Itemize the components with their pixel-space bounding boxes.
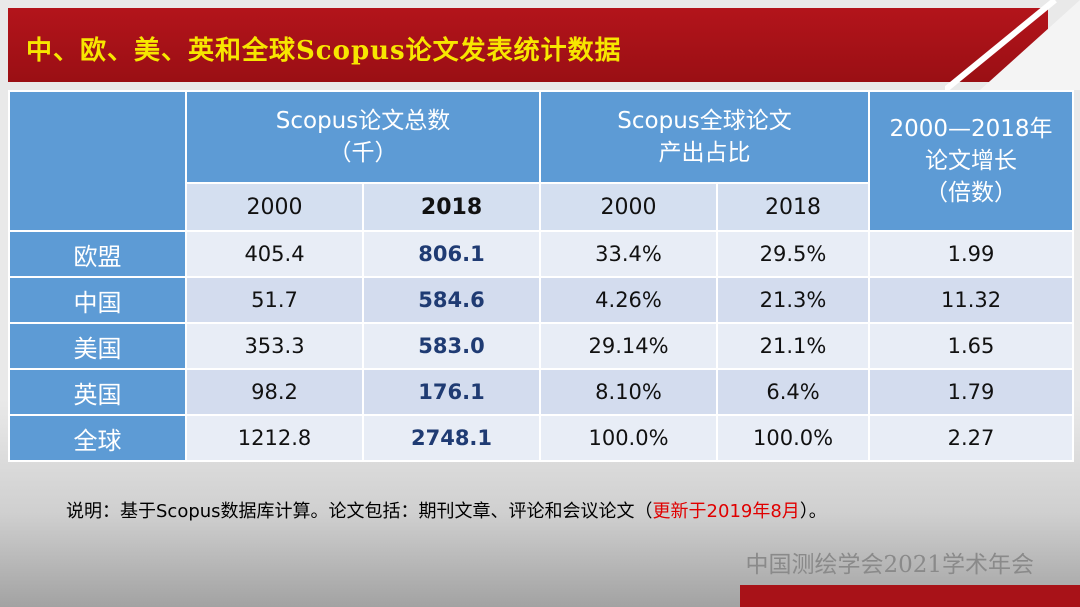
growth-cell: 2.27 xyxy=(868,414,1075,462)
header-paper-count: Scopus论文总数 （千） xyxy=(184,90,542,184)
share-2000-cell: 8.10% xyxy=(539,368,719,416)
region-label: 全球 xyxy=(8,414,187,462)
count-2018-cell: 806.1 xyxy=(361,230,542,278)
header-global-share-line1: Scopus全球论文 xyxy=(617,108,792,134)
page-title: 中、欧、美、英和全球Scopus论文发表统计数据 xyxy=(26,36,622,66)
table-row: 欧盟 405.4 806.1 33.4% 29.5% 1.99 xyxy=(8,230,1075,278)
header-paper-count-line2: （千） xyxy=(328,140,398,166)
corner-header-cell xyxy=(8,90,187,232)
region-label: 英国 xyxy=(8,368,187,416)
share-2018-cell: 6.4% xyxy=(716,368,871,416)
year-header: 2018 xyxy=(361,182,542,232)
header-global-share-line2: 产出占比 xyxy=(658,140,751,166)
share-2018-cell: 29.5% xyxy=(716,230,871,278)
share-2018-cell: 21.3% xyxy=(716,276,871,324)
count-2000-cell: 405.4 xyxy=(185,230,364,278)
count-2018-cell: 583.0 xyxy=(361,322,542,370)
share-2000-cell: 29.14% xyxy=(539,322,719,370)
header-growth: 2000—2018年 论文增长 （倍数） xyxy=(868,90,1075,232)
share-2000-cell: 4.26% xyxy=(539,276,719,324)
share-2000-cell: 33.4% xyxy=(539,230,719,278)
count-2000-cell: 51.7 xyxy=(185,276,364,324)
header-paper-count-line1: Scopus论文总数 xyxy=(275,108,451,134)
note-suffix: ）。 xyxy=(799,501,827,522)
growth-cell: 11.32 xyxy=(868,276,1075,324)
count-2000-cell: 1212.8 xyxy=(185,414,364,462)
region-label: 美国 xyxy=(8,322,187,370)
growth-cell: 1.65 xyxy=(868,322,1075,370)
header-growth-line1: 2000—2018年 xyxy=(889,116,1053,142)
year-header: 2000 xyxy=(185,182,364,232)
region-label: 中国 xyxy=(8,276,187,324)
corner-decoration xyxy=(943,0,1080,93)
table-row: 全球 1212.8 2748.1 100.0% 100.0% 2.27 xyxy=(8,414,1075,462)
count-2018-cell: 176.1 xyxy=(361,368,542,416)
conference-footer: 中国测绘学会2021学术年会 xyxy=(745,552,1034,578)
year-header: 2000 xyxy=(539,182,719,232)
note-update-date: 更新于2019年8月 xyxy=(652,501,800,522)
bottom-accent-bar xyxy=(740,585,1080,607)
table-note: 说明：基于Scopus数据库计算。论文包括：期刊文章、评论和会议论文（更新于20… xyxy=(66,497,827,523)
table-row: 中国 51.7 584.6 4.26% 21.3% 11.32 xyxy=(8,276,1075,324)
count-2000-cell: 353.3 xyxy=(185,322,364,370)
title-banner: 中、欧、美、英和全球Scopus论文发表统计数据 xyxy=(8,8,1048,82)
growth-cell: 1.99 xyxy=(868,230,1075,278)
share-2018-cell: 21.1% xyxy=(716,322,871,370)
region-label: 欧盟 xyxy=(8,230,187,278)
share-2000-cell: 100.0% xyxy=(539,414,719,462)
count-2018-cell: 584.6 xyxy=(361,276,542,324)
year-header: 2018 xyxy=(716,182,871,232)
header-growth-line3: （倍数） xyxy=(925,180,1018,206)
share-2018-cell: 100.0% xyxy=(716,414,871,462)
table-row: 英国 98.2 176.1 8.10% 6.4% 1.79 xyxy=(8,368,1075,416)
statistics-table: Scopus论文总数 （千） Scopus全球论文 产出占比 2000—2018… xyxy=(8,90,1075,462)
note-prefix: 说明：基于Scopus数据库计算。论文包括：期刊文章、评论和会议论文（ xyxy=(66,501,653,522)
table-row: 美国 353.3 583.0 29.14% 21.1% 1.65 xyxy=(8,322,1075,370)
count-2018-cell: 2748.1 xyxy=(361,414,542,462)
header-growth-line2: 论文增长 xyxy=(925,148,1018,174)
header-global-share: Scopus全球论文 产出占比 xyxy=(539,90,871,184)
growth-cell: 1.79 xyxy=(868,368,1075,416)
count-2000-cell: 98.2 xyxy=(185,368,364,416)
